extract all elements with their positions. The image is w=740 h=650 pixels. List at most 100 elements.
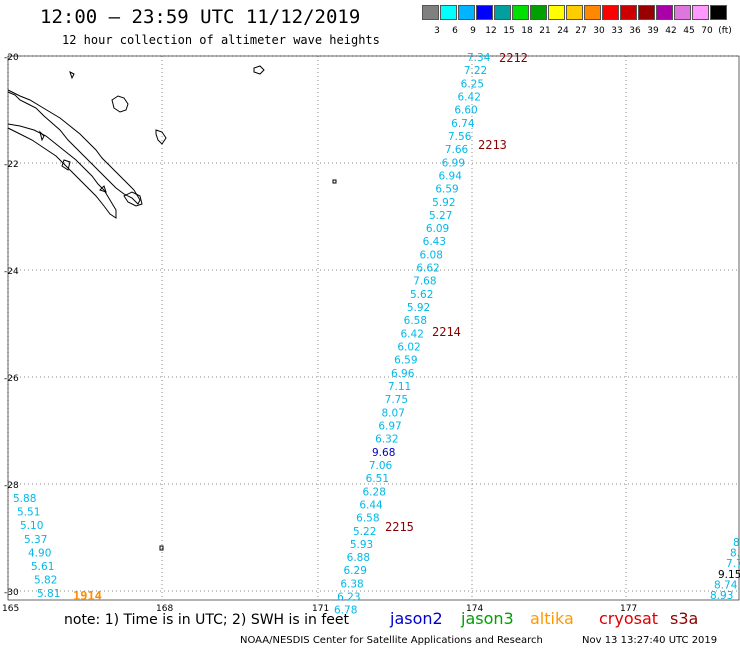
footer-note: note: 1) Time is in UTC; 2) SWH is in fe… <box>64 612 350 628</box>
swh-value: 8.07 <box>382 407 405 419</box>
swh-value: 6.60 <box>454 105 477 117</box>
loyalty-island-2 <box>155 129 167 145</box>
swh-value: 6.59 <box>394 355 417 367</box>
legend-swatch <box>620 5 637 20</box>
swh-value: 7.34 <box>467 52 491 64</box>
time-labels: 2212 2213 2214 2215 1914 <box>73 51 528 603</box>
swh-value: 7.22 <box>464 65 487 77</box>
swh-value: 5.81 <box>37 588 60 600</box>
legend-label: 12 <box>485 26 497 36</box>
legend-label: 9 <box>470 26 476 36</box>
swh-value: 8. <box>733 537 740 549</box>
loyalty-island-3 <box>123 191 143 207</box>
swh-value: 6.23 <box>337 592 360 604</box>
legend-label: 33 <box>611 26 623 36</box>
legend-label: 39 <box>647 26 659 36</box>
swh-value: 5.51 <box>17 507 40 519</box>
satellite-cryosat: cryosat <box>599 609 659 628</box>
map-subtitle: 12 hour collection of altimeter wave hei… <box>62 33 380 47</box>
islet-6 <box>61 159 71 171</box>
legend-swatch <box>530 5 547 20</box>
swh-value: 6.09 <box>426 223 449 235</box>
legend-swatch <box>656 5 673 20</box>
lat-lon-grid: -20 -22 -24 -26 -28 -30 165 168 171 174 177 <box>2 53 740 614</box>
legend-label: 21 <box>539 26 551 36</box>
swh-value: 5.92 <box>432 197 455 209</box>
swh-value: 9.68 <box>372 447 395 459</box>
swh-value: 8.74 <box>714 579 738 591</box>
swh-value: 5.10 <box>20 520 43 532</box>
swh-value: 6.02 <box>397 342 420 354</box>
swh-value: 6.25 <box>461 78 484 90</box>
islet-2 <box>99 185 107 193</box>
track-right: 8.8.7.79.158.748.93 <box>710 537 740 602</box>
swh-value: 6.78 <box>334 605 357 617</box>
swh-value: 7.66 <box>445 144 469 156</box>
swh-value: 7.56 <box>448 131 472 143</box>
swh-value: 6.43 <box>423 236 446 248</box>
swh-value: 7.7 <box>726 558 740 570</box>
legend-label: 6 <box>452 26 458 36</box>
loyalty-island-1 <box>111 95 129 113</box>
swh-value: 5.27 <box>429 210 452 222</box>
swh-value: 8.93 <box>710 590 733 602</box>
swh-value: 6.51 <box>366 473 389 485</box>
legend-swatch <box>602 5 619 20</box>
lat-label: -30 <box>4 588 19 598</box>
legend-swatch <box>584 5 601 20</box>
swh-value: 5.88 <box>13 493 36 505</box>
legend-swatch <box>458 5 475 20</box>
swh-value: 6.94 <box>439 170 463 182</box>
legend-swatch <box>692 5 709 20</box>
generated-timestamp: Nov 13 13:27:40 UTC 2019 <box>582 635 718 646</box>
swh-value: 6.42 <box>458 91 481 103</box>
swh-value: 5.92 <box>407 302 430 314</box>
islet-4 <box>332 179 337 184</box>
legend-label: 36 <box>629 26 641 36</box>
lat-label: -28 <box>4 481 19 491</box>
swh-value: 5.62 <box>410 289 433 301</box>
legend-swatch <box>548 5 565 20</box>
swh-value: 6.74 <box>451 118 475 130</box>
swh-value: 5.37 <box>24 534 47 546</box>
swh-value: 6.32 <box>375 434 398 446</box>
swh-value: 6.42 <box>401 328 424 340</box>
satellite-s3a: s3a <box>670 609 699 628</box>
swh-value: 6.38 <box>340 578 363 590</box>
new-caledonia-main <box>7 123 117 219</box>
legend-swatch <box>638 5 655 20</box>
legend-label: 24 <box>557 26 569 36</box>
time-label: 2212 <box>499 51 528 65</box>
swh-value: 6.28 <box>363 486 386 498</box>
legend-swatch <box>566 5 583 20</box>
legend-label: 15 <box>503 26 515 36</box>
time-label: 2215 <box>385 520 414 534</box>
swh-value: 8. <box>730 548 740 560</box>
swh-value: 6.99 <box>442 157 465 169</box>
coastline <box>7 65 337 551</box>
swh-value: 7.06 <box>369 460 393 472</box>
swh-value: 6.88 <box>347 552 370 564</box>
islet-1 <box>69 71 75 80</box>
map-frame <box>7 55 740 601</box>
lon-label: 174 <box>466 604 483 614</box>
swh-value: 6.96 <box>391 368 415 380</box>
legend-swatch <box>422 5 439 20</box>
legend-label: 27 <box>575 26 587 36</box>
swh-value: 6.58 <box>404 315 427 327</box>
swh-value: 6.97 <box>378 420 401 432</box>
islet-3 <box>159 545 164 551</box>
swh-value: 4.90 <box>28 547 51 559</box>
legend-swatch <box>674 5 691 20</box>
swh-value: 7.68 <box>413 276 436 288</box>
lat-label: -20 <box>4 53 19 63</box>
islet-5 <box>39 130 45 142</box>
swh-value: 5.22 <box>353 526 376 538</box>
swh-value: 6.58 <box>356 513 379 525</box>
legend-label: (ft) <box>718 26 732 36</box>
legend-swatch <box>440 5 457 20</box>
lon-label: 168 <box>156 604 173 614</box>
swh-value: 6.44 <box>359 499 383 511</box>
credit-text: NOAA/NESDIS Center for Satellite Applica… <box>240 635 543 646</box>
